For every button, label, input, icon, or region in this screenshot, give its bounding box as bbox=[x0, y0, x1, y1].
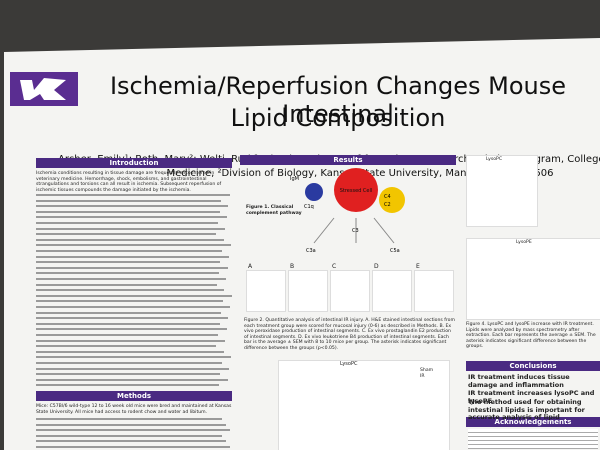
text-line bbox=[36, 446, 230, 448]
diagram-label: C3a bbox=[306, 248, 316, 254]
panel-label: D bbox=[374, 263, 379, 270]
diagram-label: C4 bbox=[384, 194, 391, 200]
text-line bbox=[36, 222, 218, 224]
panel-label: E bbox=[416, 263, 420, 270]
chart-title: LysoPC bbox=[486, 157, 503, 162]
figure-panel bbox=[288, 270, 328, 312]
text-line bbox=[36, 434, 222, 437]
figure-panel bbox=[246, 270, 286, 312]
chart-title: LysoPC bbox=[340, 361, 358, 367]
figure-panel bbox=[414, 270, 454, 312]
diagram-label: C3 bbox=[352, 228, 359, 234]
figure bbox=[466, 238, 600, 320]
figure-caption: Figure 4. LysoPC and lysoPE increase wit… bbox=[466, 322, 596, 350]
section-header: Conclusions bbox=[466, 361, 600, 371]
section-header: Introduction bbox=[36, 158, 232, 168]
text-line bbox=[36, 350, 224, 353]
panel-label: C bbox=[332, 263, 337, 270]
text-line bbox=[36, 317, 229, 320]
figure bbox=[278, 360, 450, 450]
section-header: Results bbox=[240, 155, 456, 165]
text-line bbox=[36, 423, 226, 426]
figure-caption: Figure 2. Quantitative analysis of intes… bbox=[244, 318, 455, 351]
text-line bbox=[36, 356, 231, 359]
bullet: IR treatment induces tissue damage and i… bbox=[468, 373, 570, 389]
text-line bbox=[36, 205, 229, 208]
text-line bbox=[36, 418, 222, 420]
diagram-label: IgM bbox=[290, 176, 299, 182]
figure-diagram: IgM Stressed Cell C1q C4 C2 C3 C3a C5a bbox=[290, 168, 405, 254]
section-header: Acknowledgements bbox=[466, 417, 600, 427]
text-line bbox=[36, 244, 231, 247]
bullet: IR treatment increases lysoPC and lysoPE bbox=[468, 389, 595, 405]
figure bbox=[466, 155, 538, 227]
text-line bbox=[36, 311, 222, 314]
text-block bbox=[468, 429, 598, 449]
legend-entry: IR bbox=[420, 374, 425, 379]
title: Lipid Composition bbox=[230, 104, 446, 132]
diagram-label: C2 bbox=[384, 202, 391, 208]
text-line bbox=[36, 289, 225, 292]
paragraph: Ischemia conditions resulting in tissue … bbox=[36, 171, 222, 193]
bullet: The method used for obtaining intestinal… bbox=[468, 398, 585, 421]
text-line bbox=[36, 216, 227, 219]
text-line bbox=[36, 261, 221, 264]
text-line bbox=[36, 283, 218, 286]
text-line bbox=[36, 238, 224, 241]
paragraph: Mice: C57Bl/6 wild-type 12 to 16 week ol… bbox=[36, 404, 232, 415]
text-line bbox=[36, 278, 226, 280]
text-line bbox=[36, 266, 228, 269]
text-line bbox=[36, 233, 217, 236]
text-line bbox=[36, 362, 222, 364]
figure-panel bbox=[372, 270, 412, 312]
text-line bbox=[36, 384, 219, 387]
text-line bbox=[36, 367, 230, 370]
text-line bbox=[36, 378, 228, 381]
text-line bbox=[36, 345, 217, 348]
diagram-label: Stressed Cell bbox=[340, 188, 373, 194]
title: Ischemia/Reperfusion Changes Mouse Intes… bbox=[109, 72, 567, 128]
text-line bbox=[36, 210, 220, 213]
text-line bbox=[36, 339, 226, 342]
text-line bbox=[36, 272, 219, 275]
section-header: Methods bbox=[36, 391, 232, 401]
chart-title: LysoPE bbox=[516, 240, 532, 245]
text-line bbox=[36, 227, 226, 230]
text-line bbox=[36, 440, 226, 443]
text-line bbox=[36, 294, 232, 297]
diagram-label: C1q bbox=[304, 204, 314, 210]
legend-entry: Sham bbox=[420, 368, 434, 373]
text-line bbox=[36, 328, 227, 331]
text-line bbox=[36, 306, 230, 308]
figure-caption: Figure 1. Classical complement pathway bbox=[246, 205, 302, 216]
text-line bbox=[36, 334, 218, 336]
text-line bbox=[36, 199, 222, 202]
text-line bbox=[36, 300, 223, 303]
figure-panel bbox=[330, 270, 370, 312]
text-line bbox=[36, 373, 221, 376]
diagram-label: C5a bbox=[390, 248, 400, 254]
text-line bbox=[36, 255, 230, 258]
panel-label: B bbox=[290, 263, 295, 270]
text-line bbox=[36, 429, 230, 432]
text-line bbox=[36, 250, 222, 252]
text-line bbox=[36, 194, 230, 196]
panel-label: A bbox=[248, 263, 253, 270]
text-line bbox=[36, 322, 220, 325]
